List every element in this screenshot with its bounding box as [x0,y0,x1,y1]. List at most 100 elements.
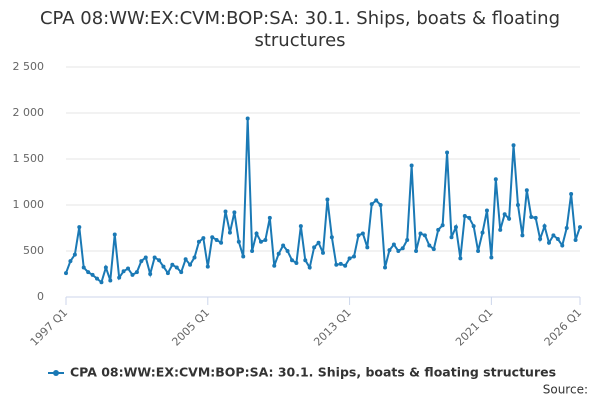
point [334,262,339,267]
point [227,230,232,235]
point [458,256,463,261]
point [352,254,357,259]
point [453,225,458,230]
point [551,233,556,238]
legend-marker [53,370,59,376]
point [161,264,166,269]
point [498,227,503,232]
x-tick-label: 2013 Q1 [311,306,354,349]
point [445,150,450,155]
point [148,272,153,276]
point [471,224,476,229]
point [378,203,383,207]
point [316,240,321,245]
point [241,254,246,259]
point [578,225,582,230]
point [272,263,277,268]
point [493,177,498,182]
point [356,233,361,238]
point [108,278,113,283]
point [81,265,86,270]
point [205,264,210,269]
point [152,255,157,260]
point [462,214,467,219]
point [312,245,317,250]
x-tick-label: 2021 Q1 [453,306,496,349]
point [170,262,175,267]
point [307,265,312,270]
point [201,236,206,241]
point [325,197,330,202]
point [112,232,117,237]
point [369,202,374,207]
point [484,208,489,213]
point [134,270,139,275]
point [64,271,68,276]
point [422,233,427,238]
point [440,223,445,228]
point [90,272,95,277]
point [236,239,241,244]
point [418,231,423,236]
series-line [65,118,581,285]
point [405,237,410,242]
point [489,255,494,260]
point [338,261,343,266]
point [245,116,250,121]
point [77,225,82,230]
point [529,214,534,219]
x-tick-label: 1997 Q1 [28,306,71,349]
point [329,235,334,240]
point [267,215,272,220]
point [298,224,303,229]
point [210,235,215,240]
point [427,243,432,248]
point [254,231,259,236]
point [219,240,224,245]
point [192,255,197,260]
point [391,242,396,247]
point [538,237,543,242]
point [387,248,392,253]
point [294,260,299,265]
x-tick-label: 2005 Q1 [169,306,212,349]
point [68,259,73,264]
point [360,231,365,236]
point [285,249,290,253]
y-tick-label: 500 [23,244,44,257]
point [126,266,131,271]
point [223,209,228,214]
point [174,265,179,270]
point [143,255,148,260]
point [95,276,100,281]
point [303,258,308,263]
x-tick-label: 2026 Q1 [542,306,585,349]
chart-title: CPA 08:WW:EX:CVM:BOP:SA: 30.1. Ships, bo… [39,8,561,51]
point [524,188,529,193]
point [542,224,547,229]
point [431,247,436,252]
point [289,258,294,263]
point [546,240,551,245]
point [188,262,193,267]
point [183,257,188,262]
point [165,271,170,276]
point [569,191,574,196]
point [436,227,441,232]
point [467,215,472,220]
point [520,233,525,238]
point [383,265,388,270]
point [72,252,77,257]
point [502,212,507,217]
source: Source: [543,383,588,397]
point [374,198,379,203]
point [157,258,162,263]
point [347,256,352,261]
point [99,280,104,285]
point [480,230,485,235]
point [281,243,286,248]
point [449,235,454,240]
y-tick-label: 1 000 [13,198,45,211]
